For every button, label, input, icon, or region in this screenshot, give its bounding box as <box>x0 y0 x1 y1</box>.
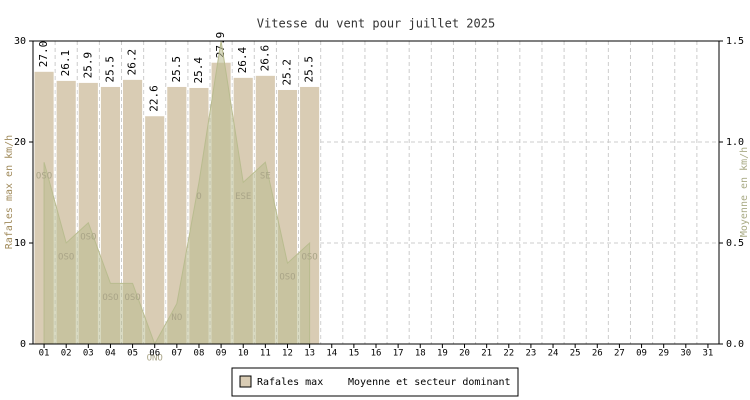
bar <box>144 115 166 345</box>
direction-label: SE <box>260 172 271 182</box>
value-label: 25.5 <box>103 56 116 83</box>
x-tick-label: 14 <box>326 349 337 359</box>
y-tick-label: 10 <box>14 238 26 249</box>
x-tick-label: 29 <box>658 349 669 359</box>
x-tick-label: 10 <box>238 349 249 359</box>
x-tick-label: 23 <box>525 349 536 359</box>
y2-tick-label: 1.0 <box>726 137 744 148</box>
y2-tick-label: 1.5 <box>726 36 744 47</box>
direction-label: NO <box>171 313 182 323</box>
x-tick-label: 07 <box>171 349 182 359</box>
value-label: 26.2 <box>126 49 139 76</box>
y2-tick-label: 0.5 <box>726 238 744 249</box>
legend-swatch <box>239 375 252 388</box>
x-tick-label: 08 <box>194 349 205 359</box>
x-tick-label: 18 <box>415 349 426 359</box>
x-tick-label: 22 <box>503 349 514 359</box>
x-tick-label: 31 <box>703 349 714 359</box>
x-tick-label: 17 <box>393 349 404 359</box>
direction-label: O <box>196 192 201 202</box>
direction-label: OSO <box>58 253 74 263</box>
direction-label: OSO <box>279 273 295 283</box>
direction-label: ESE <box>235 192 251 202</box>
x-tick-label: 20 <box>459 349 470 359</box>
x-tick-label: 06 <box>149 349 160 359</box>
value-label: 25.5 <box>303 56 316 83</box>
x-tick-label: 16 <box>371 349 382 359</box>
x-tick-label: 04 <box>105 349 116 359</box>
x-tick-label: 19 <box>437 349 448 359</box>
y-tick-label: 30 <box>14 36 26 47</box>
direction-label: OSO <box>301 253 317 263</box>
legend-label: Moyenne et secteur dominant <box>348 377 511 388</box>
legend-label: Rafales max <box>257 377 323 388</box>
value-label: 26.1 <box>59 50 72 77</box>
x-tick-label: 09 <box>216 349 227 359</box>
x-tick-label: 01 <box>39 349 50 359</box>
x-tick-label: 30 <box>680 349 691 359</box>
value-label: 27.0 <box>37 41 50 68</box>
y-tick-label: 0 <box>20 339 26 350</box>
y2-axis-label: Moyenne en km/h <box>739 147 750 237</box>
value-label: 25.5 <box>170 56 183 83</box>
direction-label: OSO <box>80 232 96 242</box>
x-tick-label: 25 <box>570 349 581 359</box>
direction-label: OSO <box>102 293 118 303</box>
value-label: 25.2 <box>280 59 293 86</box>
y2-tick-label: 0.0 <box>726 339 744 350</box>
legend-box <box>231 367 519 397</box>
y-tick-label: 20 <box>14 137 26 148</box>
direction-label: ONO <box>147 354 163 364</box>
x-tick-label: 15 <box>348 349 359 359</box>
x-tick-label: 05 <box>127 349 138 359</box>
x-tick-label: 24 <box>548 349 559 359</box>
direction-label: OSO <box>36 172 52 182</box>
x-tick-label: 11 <box>260 349 271 359</box>
direction-label: OSO <box>124 293 140 303</box>
area <box>43 40 311 346</box>
value-label: 26.6 <box>258 45 271 72</box>
x-tick-label: 02 <box>61 349 72 359</box>
x-tick-label: 13 <box>304 349 315 359</box>
value-label: 25.9 <box>81 52 94 79</box>
value-label: 25.4 <box>192 57 205 84</box>
x-tick-label: 21 <box>481 349 492 359</box>
y-axis-label: Rafales max en km/h <box>4 135 15 249</box>
x-tick-label: 26 <box>592 349 603 359</box>
x-tick-label: 12 <box>282 349 293 359</box>
x-tick-label: 27 <box>614 349 625 359</box>
value-label: 22.6 <box>148 85 161 112</box>
x-tick-label: 09 <box>636 349 647 359</box>
chart-title: Vitesse du vent pour juillet 2025 <box>257 17 495 31</box>
x-tick-label: 03 <box>83 349 94 359</box>
value-label: 26.4 <box>236 46 249 73</box>
